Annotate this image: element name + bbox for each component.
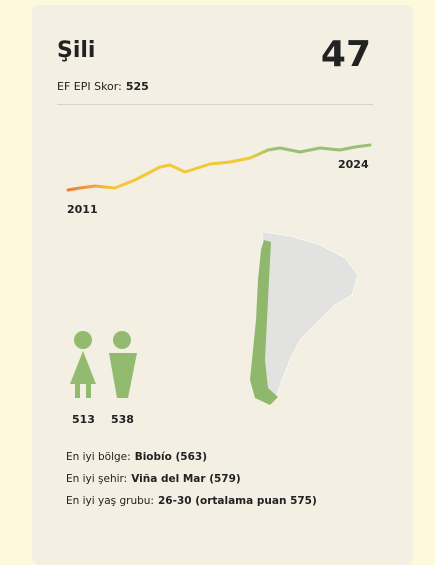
fact-label: En iyi şehir: — [66, 473, 128, 485]
score-label: EF EPI Skor: — [57, 80, 122, 93]
fact-value: Biobío (563) — [134, 451, 208, 463]
score-value: 525 — [125, 80, 149, 93]
fact-label: En iyi yaş grubu: — [66, 495, 154, 507]
trend-line — [66, 143, 372, 192]
female-score: 513 — [72, 413, 95, 426]
fact-label: En iyi bölge: — [66, 451, 131, 463]
end-year: 2024 — [338, 158, 369, 171]
male-score: 538 — [111, 413, 134, 426]
graphics — [66, 143, 372, 405]
country: Şili — [57, 38, 96, 63]
page: Şili 47 EF EPI Skor: 525 2024 2011 513 53… — [32, 5, 413, 565]
fact: En iyi yaş grubu: 26-30 (ortalama puan 57… — [66, 495, 317, 507]
rank: 47 — [320, 34, 371, 75]
female-icon — [70, 331, 96, 398]
score: EF EPI Skor: 525 — [57, 80, 149, 93]
fact-value: 26-30 (ortalama puan 575) — [157, 495, 317, 507]
fact: En iyi şehir: Viña del Mar (579) — [66, 473, 241, 485]
fact: En iyi bölge: Biobío (563) — [66, 451, 207, 463]
divider — [57, 104, 373, 105]
chile — [250, 240, 278, 405]
male-icon — [109, 331, 137, 398]
start-year: 2011 — [67, 203, 98, 216]
continent — [259, 231, 359, 401]
fact-value: Viña del Mar (579) — [131, 473, 241, 485]
